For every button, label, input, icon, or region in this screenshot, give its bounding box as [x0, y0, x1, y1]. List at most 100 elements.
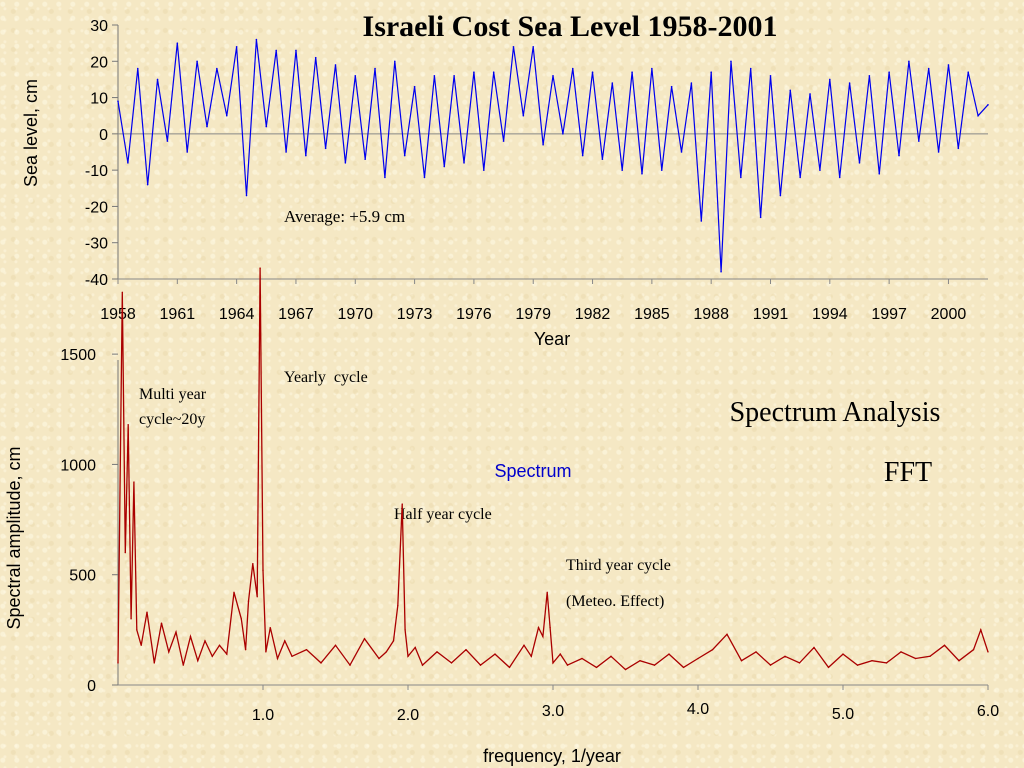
spectrum-point [414, 646, 416, 649]
sea-level-point [927, 67, 930, 70]
spectrum-chart: Spectrum Analysis FFT Spectrum 1500 1000 5… [4, 267, 999, 766]
sea-level-point [829, 78, 831, 81]
sea-level-point [601, 158, 604, 161]
spectrum-point [958, 660, 960, 662]
spectrum-chart-subtitle: FFT [884, 457, 932, 488]
sea-level-point [374, 67, 376, 70]
sea-level-point [641, 172, 643, 175]
sea-level-point [532, 45, 535, 48]
x-tick-label: 6.0 [977, 703, 999, 720]
sea-level-point [423, 176, 426, 179]
x-tick-label: 1994 [812, 306, 848, 323]
spectrum-point [900, 651, 902, 653]
spectrum-point [624, 668, 627, 671]
x-tick-label: 5.0 [832, 706, 854, 723]
spectrum-point [581, 657, 583, 660]
sea-level-x-axis-label: Year [534, 329, 570, 349]
spectrum-point [813, 646, 815, 649]
sea-level-point [512, 45, 515, 48]
sea-level-point [660, 169, 663, 171]
sea-level-point [710, 71, 712, 73]
sea-level-point [136, 67, 139, 70]
spectrum-point [508, 666, 511, 669]
x-tick-label: 4.0 [687, 701, 709, 718]
sea-level-point [166, 140, 169, 142]
sea-level-point [670, 85, 673, 88]
spectrum-y-axis: 1500 1000 500 0 [60, 347, 119, 695]
spectrum-point [885, 662, 888, 664]
spectrum-point [871, 660, 873, 662]
sea-level-point [651, 67, 653, 70]
sea-level-chart-title: Israeli Cost Sea Level 1958-2001 [363, 10, 778, 43]
sea-level-point [611, 82, 614, 84]
spectrum-point [130, 618, 132, 620]
sea-level-point [522, 114, 525, 117]
spectrum-point [211, 655, 213, 658]
sea-level-point [443, 165, 446, 168]
spectrum-point [284, 640, 286, 642]
sea-level-point [898, 154, 900, 157]
spectrum-point [914, 657, 917, 660]
sea-level-y-axis: 30 20 10 0 -10 -20 -30 -40 [85, 18, 119, 289]
x-tick-label: 1964 [219, 306, 255, 323]
sea-level-point [334, 64, 337, 66]
sea-level-point [285, 151, 287, 153]
sea-level-point [265, 125, 268, 128]
spectrum-point [682, 666, 685, 669]
sea-level-point [799, 176, 801, 179]
y-tick-label: 10 [90, 91, 108, 108]
sea-level-point [819, 169, 821, 171]
spectrum-point [465, 649, 467, 651]
spectrum-point [401, 503, 403, 505]
y-tick-label: 20 [90, 54, 108, 71]
sea-level-point [571, 67, 574, 70]
sea-level-point [888, 71, 890, 73]
spectrum-point [798, 662, 801, 664]
spectrum-point [711, 649, 714, 651]
spectrum-point [265, 651, 267, 653]
spectrum-point [546, 591, 548, 594]
spectrum-point [252, 562, 254, 565]
x-tick-label: 1982 [575, 306, 611, 323]
sea-level-point [740, 176, 742, 179]
sea-level-point [117, 100, 119, 102]
spectrum-x-axis: 1.0 2.0 3.0 4.0 5.0 6.0 [118, 684, 999, 724]
y-tick-label: 30 [90, 18, 108, 35]
x-tick-label: 1988 [693, 306, 729, 323]
average-annotation: Average: +5.9 cm [284, 207, 405, 226]
sea-level-point [206, 125, 208, 128]
sea-level-point [394, 60, 396, 63]
sea-level-point [225, 114, 228, 117]
spectrum-point [160, 622, 163, 624]
spectrum-point [566, 664, 569, 666]
sea-level-point [789, 89, 792, 92]
x-tick-label: 1979 [515, 306, 551, 323]
spectrum-point [117, 662, 119, 664]
sea-level-point [937, 151, 940, 153]
spectrum-point [189, 635, 192, 638]
spectrum-point [291, 655, 293, 658]
spectrum-point [121, 291, 124, 294]
sea-level-point [542, 143, 544, 146]
spectrum-point [769, 664, 772, 666]
spectrum-point [392, 640, 395, 642]
spectrum-point [668, 653, 670, 655]
x-tick-label: 1991 [753, 306, 789, 323]
spectrum-point [755, 651, 757, 653]
x-tick-label: 2000 [931, 306, 967, 323]
spectrum-point [397, 604, 399, 607]
spectrum-point [943, 644, 946, 646]
sea-level-point [433, 75, 436, 77]
spectrum-x-axis-label: frequency, 1/year [483, 746, 621, 766]
spectrum-point [269, 626, 271, 629]
sea-level-y-axis-label: Sea level, cm [21, 79, 41, 187]
sea-level-point [838, 176, 841, 179]
spectrum-point [233, 591, 235, 594]
annotation-half-year-cycle: Half year cycle [394, 506, 492, 523]
sea-level-point [492, 71, 495, 73]
spectrum-point [262, 569, 264, 571]
annotation-third-year-cycle: Third year cycle [566, 557, 671, 574]
sea-level-point [977, 114, 979, 117]
spectrum-point [726, 633, 728, 635]
sea-level-point [917, 140, 920, 142]
